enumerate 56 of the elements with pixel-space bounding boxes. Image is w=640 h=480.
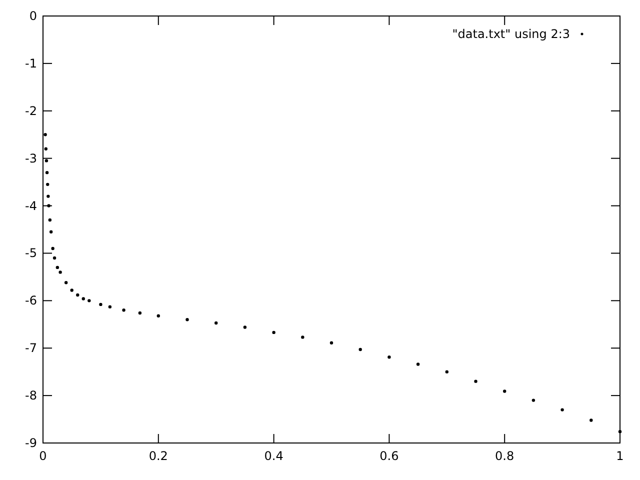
point — [46, 182, 50, 186]
point — [214, 321, 218, 325]
point — [122, 308, 126, 312]
point — [503, 390, 506, 393]
point — [388, 356, 391, 359]
point — [243, 326, 247, 329]
y-tick-label: -1 — [25, 56, 37, 70]
point — [474, 380, 478, 383]
y-tick-label: -2 — [25, 104, 37, 118]
y-tick-label: -8 — [25, 388, 37, 403]
point — [618, 430, 622, 434]
point — [82, 297, 85, 300]
y-tick-label: -6 — [25, 294, 37, 308]
point — [156, 314, 160, 318]
point — [58, 270, 62, 274]
point — [70, 288, 74, 292]
point — [301, 336, 304, 339]
x-tick-label: 0.4 — [264, 449, 284, 463]
y-tick-label: -9 — [25, 436, 37, 450]
point — [51, 246, 54, 250]
point — [108, 305, 112, 308]
point — [358, 348, 362, 352]
point — [45, 170, 49, 174]
point — [47, 204, 50, 208]
point — [44, 133, 47, 136]
x-tick-label: 0.6 — [380, 449, 399, 463]
y-tick-label: -5 — [25, 246, 37, 260]
point — [52, 256, 56, 260]
x-tick-label: 0 — [39, 449, 47, 463]
point — [590, 418, 593, 422]
point — [99, 302, 102, 306]
point — [44, 159, 48, 162]
point — [44, 147, 48, 150]
point — [272, 330, 276, 334]
point — [532, 398, 536, 402]
point — [64, 281, 68, 284]
x-tick-label: 1 — [616, 449, 624, 463]
point — [46, 194, 50, 198]
point — [88, 299, 91, 302]
legend-label: "data.txt" using 2:3 — [452, 27, 570, 41]
point — [560, 408, 564, 412]
point — [56, 266, 60, 270]
point — [138, 311, 142, 315]
point — [48, 218, 52, 222]
point — [186, 318, 189, 322]
y-tick-label: 0 — [29, 9, 37, 23]
y-tick-label: -3 — [25, 151, 37, 166]
point — [49, 230, 53, 234]
point — [330, 341, 334, 344]
x-tick-label: 0.8 — [495, 449, 514, 463]
point — [416, 362, 420, 366]
point — [76, 293, 80, 297]
point — [445, 370, 448, 374]
y-tick-label: -7 — [25, 341, 37, 356]
x-tick-label: 0.2 — [148, 449, 168, 463]
y-tick-label: -4 — [25, 198, 37, 213]
